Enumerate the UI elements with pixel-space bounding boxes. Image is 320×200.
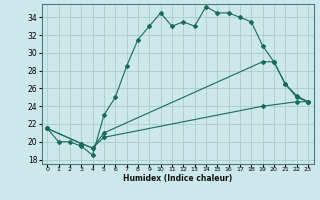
X-axis label: Humidex (Indice chaleur): Humidex (Indice chaleur) <box>123 174 232 183</box>
